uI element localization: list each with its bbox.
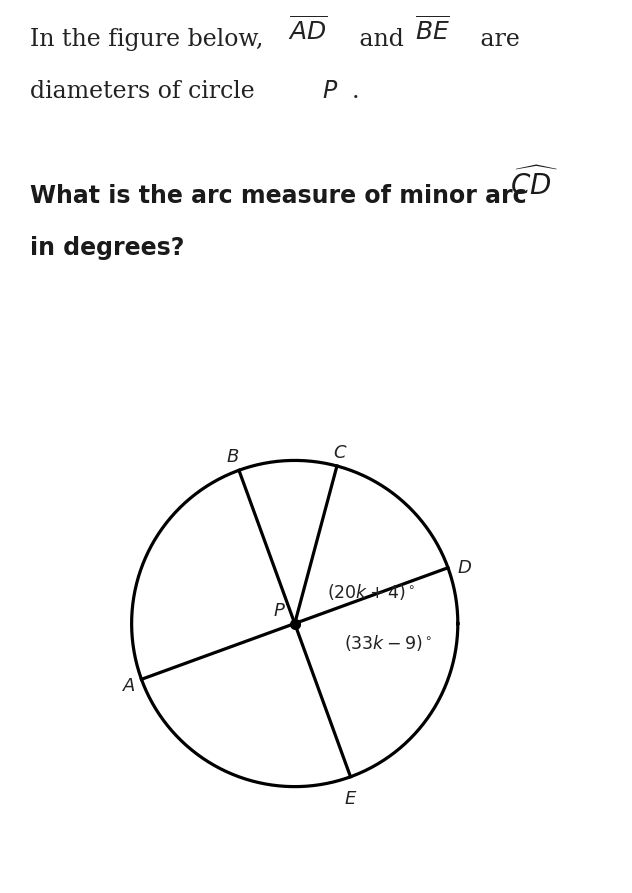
- Text: and: and: [352, 28, 411, 51]
- Text: $A$: $A$: [122, 677, 136, 695]
- Text: are: are: [473, 28, 520, 51]
- Text: What is the arc measure of minor arc: What is the arc measure of minor arc: [30, 184, 535, 208]
- Text: $D$: $D$: [457, 559, 472, 577]
- Text: $(20k + 4)^\circ$: $(20k + 4)^\circ$: [327, 582, 415, 602]
- Text: $P$: $P$: [322, 80, 338, 104]
- Text: $C$: $C$: [333, 444, 348, 463]
- Text: $E$: $E$: [344, 789, 357, 807]
- Text: $\overline{AD}$: $\overline{AD}$: [288, 16, 327, 45]
- Text: in degrees?: in degrees?: [30, 237, 185, 261]
- Text: In the figure below,: In the figure below,: [30, 28, 271, 51]
- Text: $B$: $B$: [226, 448, 239, 466]
- Text: $P$: $P$: [273, 602, 286, 620]
- Text: diameters of circle: diameters of circle: [30, 80, 262, 104]
- Text: .: .: [352, 80, 360, 104]
- Text: $\overline{BE}$: $\overline{BE}$: [415, 16, 450, 45]
- Text: $\widehat{CD}$: $\widehat{CD}$: [510, 168, 558, 201]
- Text: $(33k - 9)^\circ$: $(33k - 9)^\circ$: [344, 633, 432, 653]
